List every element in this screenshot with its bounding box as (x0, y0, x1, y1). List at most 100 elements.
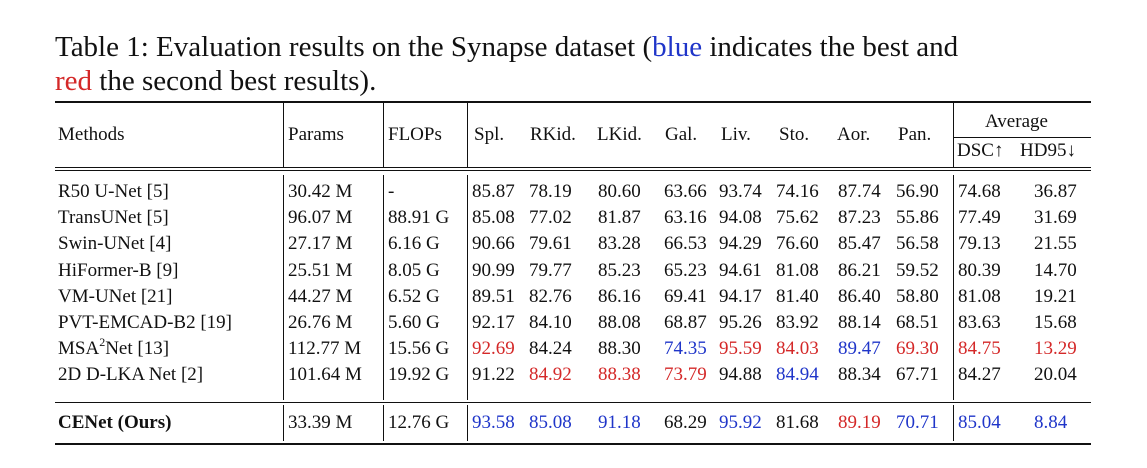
hd95-value: 20.04 (1034, 364, 1077, 385)
hd95-value: 36.87 (1034, 181, 1077, 202)
organ-value: 94.08 (719, 207, 762, 228)
organ-value: 67.71 (896, 364, 939, 385)
organ-value: 85.47 (838, 233, 881, 254)
organ-value: 94.61 (719, 260, 762, 281)
caption-red-word: red (55, 65, 93, 97)
organ-value: 69.30 (896, 338, 939, 359)
organ-value: 74.35 (664, 338, 707, 359)
organ-value: 92.17 (472, 312, 515, 333)
flops-value: 12.76 G (388, 412, 450, 433)
table-caption: Table 1: Evaluation results on the Synap… (55, 30, 1095, 98)
organ-value: 93.74 (719, 181, 762, 202)
params-value: 112.77 M (288, 338, 362, 359)
column-divider (953, 405, 954, 441)
organ-value: 82.76 (529, 286, 572, 307)
header-params: Params (288, 124, 344, 145)
hd95-value: 8.84 (1034, 412, 1068, 433)
organ-value: 80.60 (598, 181, 641, 202)
organ-value: 91.22 (472, 364, 515, 385)
column-divider (467, 175, 468, 400)
flops-value: 8.05 G (388, 260, 440, 281)
organ-value: 56.58 (896, 233, 939, 254)
column-divider (953, 103, 954, 167)
hd95-value: 14.70 (1034, 260, 1077, 281)
organ-value: 63.16 (664, 207, 707, 228)
organ-value: 88.34 (838, 364, 881, 385)
dsc-value: 84.27 (958, 364, 1001, 385)
organ-value: 83.92 (776, 312, 819, 333)
organ-value: 88.08 (598, 312, 641, 333)
column-divider (383, 405, 384, 441)
organ-value: 79.61 (529, 233, 572, 254)
params-value: 26.76 M (288, 312, 353, 333)
flops-value: 5.60 G (388, 312, 440, 333)
organ-value: 77.02 (529, 207, 572, 228)
organ-value: 89.51 (472, 286, 515, 307)
organ-value: 85.08 (529, 412, 572, 433)
organ-value: 69.41 (664, 286, 707, 307)
organ-value: 81.87 (598, 207, 641, 228)
organ-value: 90.66 (472, 233, 515, 254)
organ-value: 78.19 (529, 181, 572, 202)
column-divider (383, 175, 384, 400)
header-methods: Methods (58, 124, 125, 145)
organ-value: 95.59 (719, 338, 762, 359)
organ-value: 81.08 (776, 260, 819, 281)
organ-value: 94.29 (719, 233, 762, 254)
method-name: MSA2Net [13] (58, 334, 170, 359)
organ-value: 79.77 (529, 260, 572, 281)
organ-value: 84.10 (529, 312, 572, 333)
flops-value: 6.52 G (388, 286, 440, 307)
header-organ: Liv. (721, 124, 751, 145)
header-rule-2 (55, 170, 1091, 171)
organ-value: 66.53 (664, 233, 707, 254)
bottom-rule (55, 443, 1091, 445)
organ-value: 89.47 (838, 338, 881, 359)
organ-value: 68.29 (664, 412, 707, 433)
column-divider (467, 103, 468, 167)
organ-value: 74.16 (776, 181, 819, 202)
organ-value: 75.62 (776, 207, 819, 228)
organ-value: 94.17 (719, 286, 762, 307)
organ-value: 89.19 (838, 412, 881, 433)
organ-value: 95.92 (719, 412, 762, 433)
organ-value: 87.74 (838, 181, 881, 202)
ours-rule (55, 402, 1091, 403)
organ-value: 94.88 (719, 364, 762, 385)
organ-value: 56.90 (896, 181, 939, 202)
organ-value: 55.86 (896, 207, 939, 228)
method-name: R50 U-Net [5] (58, 181, 169, 202)
flops-value: - (388, 181, 395, 202)
organ-value: 84.94 (776, 364, 819, 385)
organ-value: 92.69 (472, 338, 515, 359)
organ-value: 84.03 (776, 338, 819, 359)
header-average: Average (985, 111, 1048, 132)
column-divider (953, 175, 954, 400)
method-name: 2D D-LKA Net [2] (58, 364, 204, 385)
organ-value: 87.23 (838, 207, 881, 228)
header-organ: Gal. (665, 124, 698, 145)
organ-value: 81.40 (776, 286, 819, 307)
flops-value: 15.56 G (388, 338, 450, 359)
top-rule (55, 101, 1091, 103)
hd95-value: 19.21 (1034, 286, 1077, 307)
method-name: TransUNet [5] (58, 207, 169, 228)
organ-value: 58.80 (896, 286, 939, 307)
header-organ: Spl. (474, 124, 505, 145)
method-name: Swin-UNet [4] (58, 233, 172, 254)
params-value: 33.39 M (288, 412, 353, 433)
params-value: 25.51 M (288, 260, 353, 281)
organ-value: 84.24 (529, 338, 572, 359)
organ-value: 63.66 (664, 181, 707, 202)
header-dsc: DSC↑ (957, 140, 1004, 161)
header-rule-1 (55, 167, 1091, 168)
organ-value: 83.28 (598, 233, 641, 254)
hd95-value: 15.68 (1034, 312, 1077, 333)
caption-prefix: Table 1: Evaluation results on the Synap… (55, 31, 653, 63)
caption-suffix: the second best results). (92, 65, 377, 97)
method-superscript: 2 (99, 334, 106, 349)
caption-middle: indicates the best and (702, 31, 959, 63)
header-flops: FLOPs (388, 124, 442, 145)
header-organ: RKid. (530, 124, 576, 145)
organ-value: 86.40 (838, 286, 881, 307)
